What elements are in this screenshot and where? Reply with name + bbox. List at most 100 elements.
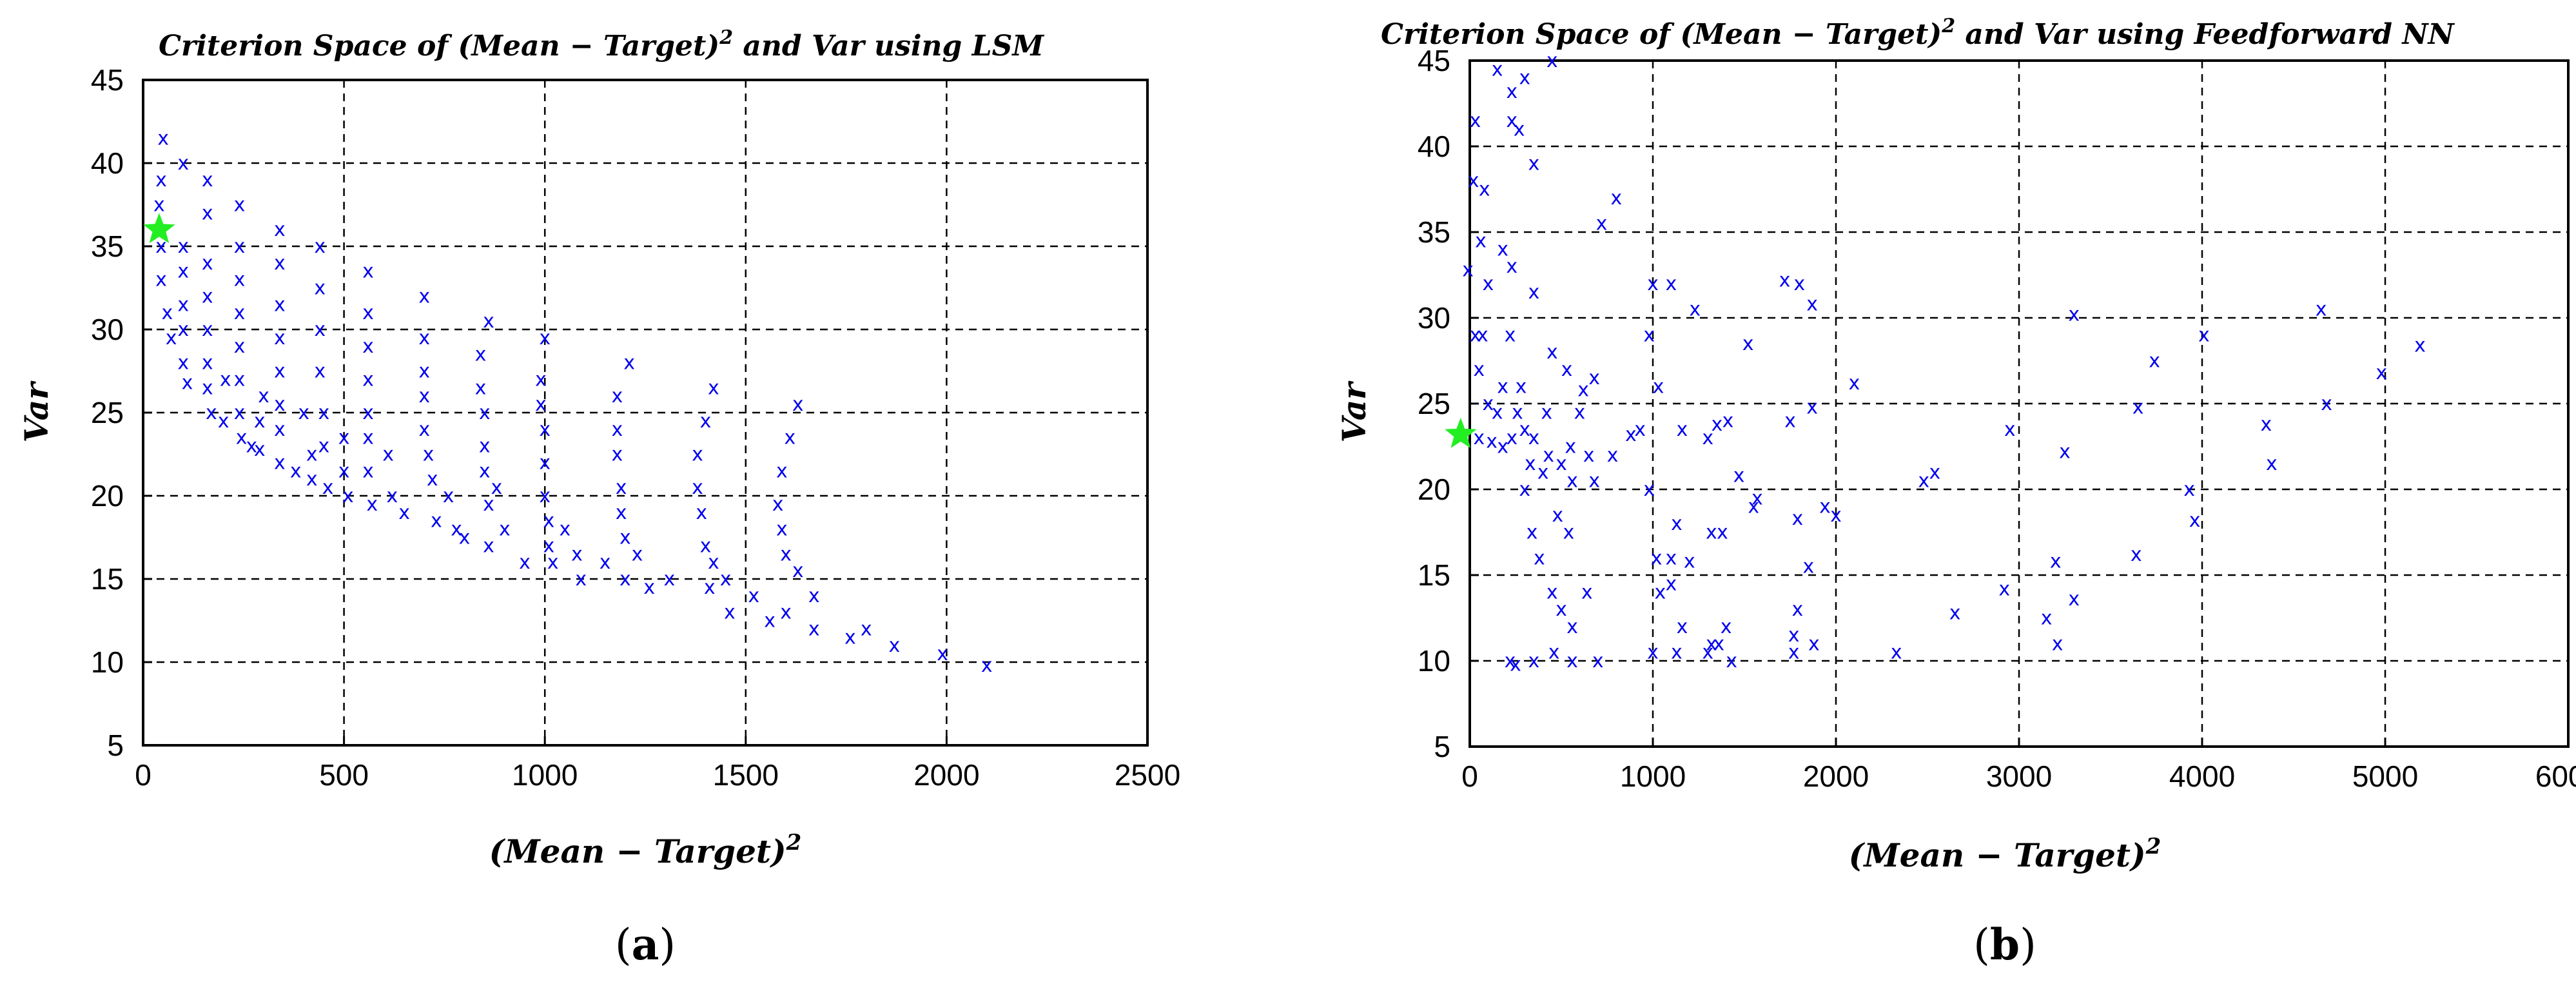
data-point-x-marker: x	[2183, 478, 2195, 501]
panel-b-x-axis-label: (Mean − Target)2	[1849, 834, 2161, 874]
x-tick-label: 0	[135, 758, 151, 792]
y-tick-label: 5	[107, 729, 124, 762]
data-point-x-marker: x	[1528, 281, 1540, 304]
data-point-x-marker: x	[274, 252, 286, 275]
panel-b-y-tick-labels: 5 10 15 20 25 30 35 40 45	[1418, 44, 1450, 763]
data-point-x-marker: x	[362, 335, 374, 358]
data-point-x-marker: x	[1666, 547, 1677, 569]
data-point-x-marker: x	[234, 402, 246, 424]
data-point-x-marker: x	[1677, 418, 1688, 441]
data-point-x-marker: x	[772, 493, 784, 516]
data-point-x-marker: x	[1497, 375, 1508, 398]
panel-b-title: Criterion Space of (Mean − Target)2 and …	[1381, 15, 2455, 51]
data-point-x-marker: x	[776, 518, 788, 541]
data-point-x-marker: x	[1479, 179, 1490, 201]
data-point-x-marker: x	[475, 344, 487, 366]
data-point-x-marker: x	[1784, 410, 1796, 433]
data-point-x-marker: x	[1483, 393, 1494, 415]
data-point-x-marker: x	[1706, 632, 1717, 655]
data-point-x-marker: x	[2068, 588, 2080, 611]
data-point-x-marker: x	[2376, 362, 2387, 384]
data-point-x-marker: x	[499, 518, 511, 541]
data-point-x-marker: x	[1671, 513, 1683, 535]
data-point-x-marker: x	[418, 327, 430, 349]
data-point-x-marker: x	[1468, 170, 1479, 192]
data-point-x-marker: x	[418, 285, 430, 308]
data-point-x-marker: x	[1666, 273, 1677, 295]
data-point-x-marker: x	[2149, 350, 2160, 373]
panel-b-x-tick-labels: 0 1000 2000 3000 4000 5000 6000	[1461, 759, 2576, 793]
data-point-x-marker: x	[1788, 641, 1800, 664]
panel-b-best-point	[1445, 417, 1477, 448]
data-point-x-marker: x	[443, 485, 454, 507]
y-tick-label: 20	[1418, 473, 1450, 506]
data-point-x-marker: x	[322, 476, 334, 499]
data-point-x-marker: x	[720, 568, 732, 591]
data-point-x-marker: x	[808, 618, 820, 640]
data-point-x-marker: x	[1779, 269, 1791, 291]
data-point-x-marker: x	[611, 385, 623, 407]
data-point-x-marker: x	[1565, 436, 1576, 458]
data-point-x-marker: x	[1543, 444, 1554, 467]
data-point-x-marker: x	[202, 285, 213, 308]
data-point-x-marker: x	[539, 485, 551, 507]
data-point-x-marker: x	[535, 393, 547, 416]
data-point-x-marker: x	[306, 444, 318, 466]
data-point-x-marker: x	[1610, 187, 1622, 210]
data-point-x-marker: x	[1566, 470, 1578, 493]
data-point-x-marker: x	[234, 269, 246, 291]
panel-b-y-axis-label: Var	[1335, 380, 1373, 443]
data-point-x-marker: x	[254, 410, 266, 433]
data-point-x-marker: x	[1808, 632, 1820, 655]
data-point-x-marker: x	[1647, 273, 1659, 295]
data-point-x-marker: x	[780, 602, 792, 624]
data-point-x-marker: x	[1803, 556, 1815, 578]
data-point-x-marker: x	[362, 260, 374, 283]
data-point-x-marker: x	[362, 368, 374, 391]
data-point-x-marker: x	[1486, 431, 1498, 453]
x-tick-label: 1000	[1620, 759, 1686, 793]
data-point-x-marker: x	[274, 360, 286, 383]
data-point-x-marker: x	[157, 127, 169, 150]
y-tick-label: 30	[91, 313, 124, 346]
data-point-x-marker: x	[1722, 410, 1734, 433]
data-point-x-marker: x	[575, 568, 587, 591]
y-tick-label: 10	[1418, 644, 1450, 678]
data-point-x-marker: x	[1791, 598, 1803, 621]
data-point-x-marker: x	[431, 510, 442, 533]
x-tick-label: 2000	[913, 758, 979, 792]
y-tick-label: 15	[91, 562, 124, 596]
data-point-x-marker: x	[1473, 427, 1485, 449]
data-point-x-marker: x	[616, 502, 627, 524]
data-point-x-marker: x	[1561, 358, 1573, 381]
data-point-x-marker: x	[664, 568, 676, 591]
data-point-x-marker: x	[1547, 50, 1558, 72]
data-point-x-marker: x	[1702, 427, 1713, 449]
data-point-x-marker: x	[1566, 616, 1578, 638]
data-point-x-marker: x	[342, 485, 354, 507]
data-point-x-marker: x	[177, 235, 189, 258]
data-point-x-marker: x	[792, 560, 804, 582]
x-tick-label: 500	[319, 758, 369, 792]
y-tick-label: 35	[1418, 215, 1450, 249]
data-point-x-marker: x	[1475, 230, 1487, 252]
data-point-x-marker: x	[1528, 650, 1540, 672]
panel-b-gridlines	[1470, 61, 2568, 747]
data-point-x-marker: x	[2321, 393, 2332, 415]
data-point-x-marker: x	[692, 476, 703, 499]
data-point-x-marker: x	[1671, 641, 1683, 664]
x-tick-label: 1000	[512, 758, 578, 792]
data-point-x-marker: x	[1492, 58, 1503, 81]
data-point-x-marker: x	[1677, 616, 1688, 638]
data-point-x-marker: x	[1689, 299, 1701, 321]
data-point-x-marker: x	[202, 252, 213, 275]
data-point-x-marker: x	[2131, 543, 2142, 566]
data-point-x-marker: x	[1806, 396, 1818, 418]
data-point-x-marker: x	[1473, 358, 1485, 381]
x-tick-label: 2000	[1803, 759, 1869, 793]
x-tick-label: 2500	[1115, 758, 1180, 792]
panel-a-gridlines	[143, 80, 1147, 745]
y-tick-label: 45	[91, 63, 124, 97]
